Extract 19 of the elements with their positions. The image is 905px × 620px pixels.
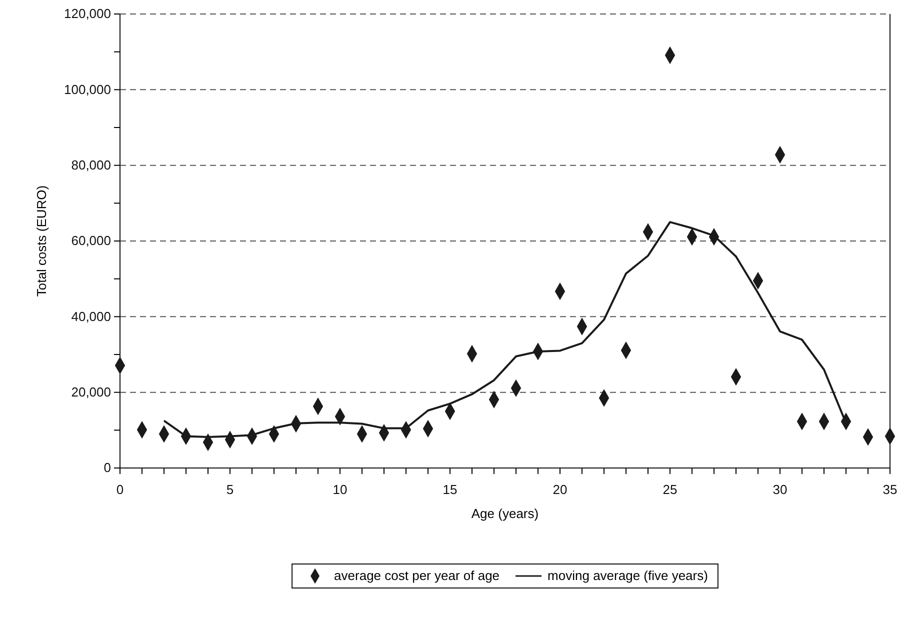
y-tick-label: 20,000 bbox=[71, 384, 111, 400]
x-tick-label: 35 bbox=[882, 482, 898, 497]
x-tick-label: 0 bbox=[116, 482, 124, 497]
y-tick-label: 0 bbox=[104, 460, 111, 476]
y-tick-label: 120,000 bbox=[64, 6, 111, 22]
y-tick-label: 40,000 bbox=[71, 308, 111, 324]
legend-label: moving average (five years) bbox=[548, 568, 708, 583]
x-tick-label: 30 bbox=[772, 482, 788, 497]
x-tick-label: 25 bbox=[662, 482, 678, 497]
x-tick-label: 10 bbox=[332, 482, 348, 497]
y-tick-label: 80,000 bbox=[71, 157, 111, 172]
y-tick-label: 60,000 bbox=[71, 233, 111, 248]
x-tick-label: 5 bbox=[226, 482, 234, 497]
y-tick-label: 100,000 bbox=[64, 82, 111, 97]
x-tick-label: 20 bbox=[552, 482, 568, 497]
x-tick-label: 15 bbox=[442, 482, 458, 497]
x-axis-title: Age (years) bbox=[471, 506, 539, 521]
y-axis-title: Total costs (EURO) bbox=[34, 185, 49, 297]
legend-label: average cost per year of age bbox=[334, 568, 500, 583]
